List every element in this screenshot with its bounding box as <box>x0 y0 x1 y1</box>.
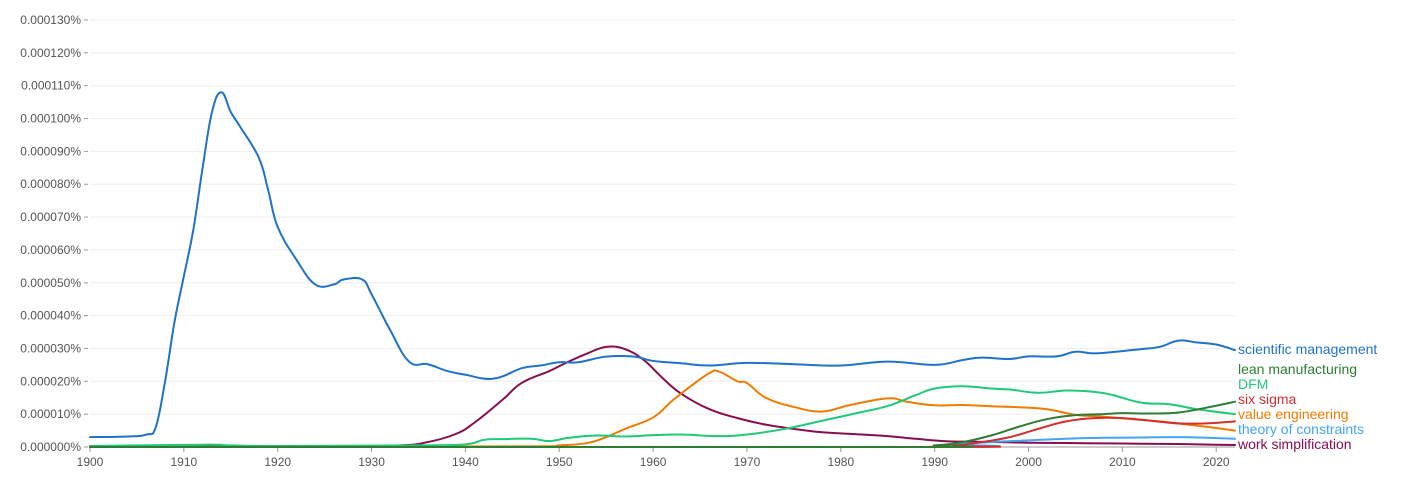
y-tick-label: 0.000020% <box>20 374 81 388</box>
y-tick-label: 0.000080% <box>20 177 81 191</box>
y-tick-label: 0.000110% <box>21 79 81 93</box>
x-tick-label: 1960 <box>640 455 667 469</box>
x-tick-label: 2010 <box>1109 455 1136 469</box>
x-tick-label: 1950 <box>546 455 573 469</box>
x-tick-label: 1990 <box>921 455 948 469</box>
legend: scientific management lean manufacturingD… <box>1237 341 1377 452</box>
y-tick-label: 0.000010% <box>20 407 81 421</box>
x-tick-label: 1920 <box>264 455 291 469</box>
series-line-value-engineering[interactable] <box>89 369 1236 448</box>
x-tick-label: 1940 <box>452 455 479 469</box>
x-tick-label: 1900 <box>77 455 104 469</box>
y-tick-label: 0.000000% <box>20 440 81 454</box>
legend-label-scientific-management[interactable]: scientific management <box>1238 341 1377 357</box>
x-tick-label: 1910 <box>171 455 198 469</box>
y-tick-label: 0.000100% <box>20 112 81 126</box>
grid-lines <box>90 19 1235 415</box>
x-tick-label: 1970 <box>734 455 761 469</box>
y-tick-label: 0.000120% <box>20 46 81 60</box>
x-tick-label: 2020 <box>1203 455 1230 469</box>
series-lines <box>89 91 1236 449</box>
y-tick-label: 0.000030% <box>20 341 81 355</box>
x-tick-label: 2000 <box>1015 455 1042 469</box>
y-tick-label: 0.000130% <box>20 13 81 27</box>
series-line-lean-manufacturing[interactable] <box>89 400 1236 449</box>
y-tick-label: 0.000050% <box>20 276 81 290</box>
x-tick-label: 1980 <box>827 455 854 469</box>
series-line-work-simplification[interactable] <box>89 345 1236 448</box>
legend-label-lean-manufacturing[interactable]: lean manufacturing <box>1238 361 1357 377</box>
axes: 0.000000% 0.000010% 0.000020% 0.000030% 0.00… <box>20 13 1235 469</box>
series-line-scientific-management[interactable] <box>89 91 1236 439</box>
legend-label-six-sigma[interactable]: six sigma <box>1238 391 1297 407</box>
series-line-dfm[interactable] <box>89 385 1236 448</box>
y-tick-label: 0.000070% <box>20 210 81 224</box>
legend-label-theory-of-constraints[interactable]: theory of constraints <box>1238 421 1364 437</box>
legend-label-work-simplification[interactable]: work simplification <box>1237 436 1352 452</box>
legend-label-dfm[interactable]: DFM <box>1238 376 1268 392</box>
y-tick-label: 0.000040% <box>20 309 81 323</box>
legend-label-value-engineering[interactable]: value engineering <box>1238 406 1349 422</box>
x-tick-label: 1930 <box>358 455 385 469</box>
y-tick-label: 0.000060% <box>20 243 81 257</box>
y-tick-label: 0.000090% <box>20 144 81 158</box>
